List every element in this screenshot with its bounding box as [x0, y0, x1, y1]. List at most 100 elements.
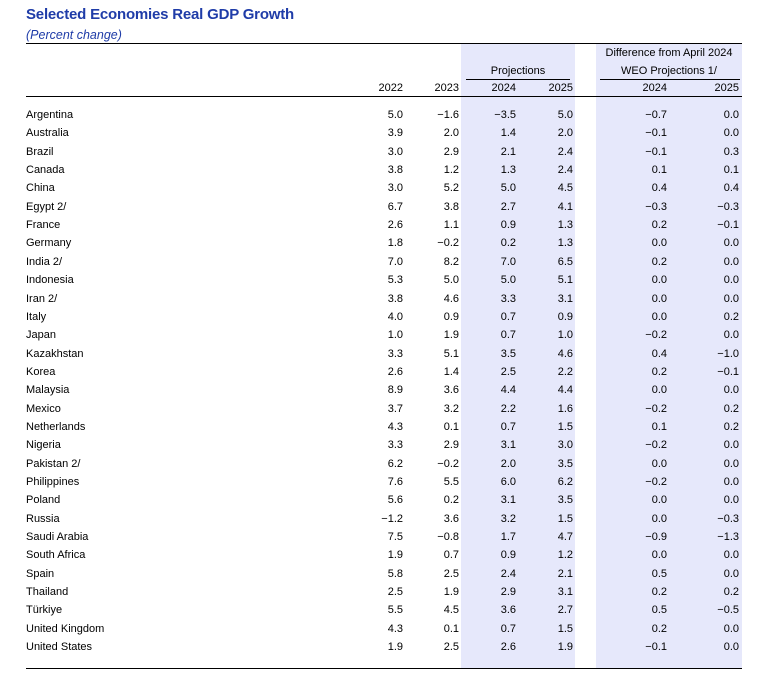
- value-cell: 1.0: [387, 329, 403, 342]
- value-cell: 2.2: [557, 365, 573, 378]
- year-header: 2025: [714, 82, 739, 94]
- value-cell: 3.6: [443, 384, 459, 397]
- value-cell: −0.2: [645, 439, 667, 452]
- projections-underline: [466, 79, 570, 80]
- year-header: 2022: [378, 82, 403, 94]
- value-cell: 7.0: [500, 255, 516, 268]
- value-cell: 0.0: [651, 292, 667, 305]
- value-cell: 0.0: [651, 512, 667, 525]
- value-cell: 4.7: [557, 531, 573, 544]
- value-cell: 1.8: [387, 237, 403, 250]
- year-header: 2023: [434, 82, 459, 94]
- value-cell: 0.0: [723, 255, 739, 268]
- value-cell: 2.6: [387, 365, 403, 378]
- value-cell: 1.5: [557, 420, 573, 433]
- value-cell: −0.1: [717, 365, 739, 378]
- value-cell: 0.2: [651, 219, 667, 232]
- value-cell: 3.2: [443, 402, 459, 415]
- value-cell: 1.4: [443, 365, 459, 378]
- value-cell: 2.0: [557, 127, 573, 140]
- value-cell: 7.0: [387, 255, 403, 268]
- value-cell: 2.5: [443, 567, 459, 580]
- value-cell: 4.1: [557, 200, 573, 213]
- value-cell: 0.0: [651, 457, 667, 470]
- value-cell: 3.1: [500, 494, 516, 507]
- country-name: United Kingdom: [26, 622, 105, 635]
- value-cell: 4.4: [500, 384, 516, 397]
- value-cell: 0.0: [723, 127, 739, 140]
- value-cell: 8.9: [387, 384, 403, 397]
- value-cell: 2.0: [443, 127, 459, 140]
- country-name: South Africa: [26, 549, 86, 562]
- difference-header-line1: Difference from April 2024: [605, 47, 733, 59]
- value-cell: 3.8: [387, 164, 403, 177]
- value-cell: 0.2: [723, 586, 739, 599]
- value-cell: 5.8: [387, 567, 403, 580]
- value-cell: −0.2: [437, 237, 459, 250]
- value-cell: 3.6: [443, 512, 459, 525]
- value-cell: 6.7: [387, 200, 403, 213]
- value-cell: 0.0: [651, 384, 667, 397]
- value-cell: −0.2: [645, 402, 667, 415]
- value-cell: 0.0: [723, 292, 739, 305]
- value-cell: 3.8: [443, 200, 459, 213]
- value-cell: 0.0: [723, 549, 739, 562]
- value-cell: 2.6: [500, 641, 516, 654]
- country-name: Philippines: [26, 476, 80, 488]
- value-cell: 0.0: [723, 329, 739, 342]
- value-cell: 4.4: [557, 384, 573, 397]
- value-cell: 5.3: [387, 274, 403, 287]
- value-cell: 5.2: [443, 182, 459, 195]
- value-cell: 0.1: [651, 420, 667, 433]
- value-cell: 1.3: [557, 219, 573, 232]
- value-cell: −0.7: [645, 109, 667, 121]
- value-cell: 1.2: [557, 549, 573, 562]
- header-rule: [26, 96, 742, 97]
- value-cell: −0.1: [645, 127, 667, 140]
- value-cell: 3.6: [500, 604, 516, 617]
- value-cell: −1.2: [381, 512, 403, 525]
- value-cell: 3.3: [387, 439, 403, 452]
- value-cell: 0.0: [651, 237, 667, 250]
- value-cell: 5.1: [557, 274, 573, 287]
- value-cell: 1.7: [500, 531, 516, 544]
- value-cell: −1.0: [717, 347, 739, 360]
- value-cell: 0.0: [723, 237, 739, 250]
- value-cell: 0.7: [500, 310, 516, 323]
- value-cell: −0.1: [645, 641, 667, 654]
- value-cell: 0.0: [723, 641, 739, 654]
- value-cell: 1.1: [443, 219, 459, 232]
- value-cell: 5.0: [387, 109, 403, 121]
- value-cell: 5.0: [443, 274, 459, 287]
- projections-header: Projections: [490, 65, 546, 77]
- country-name: Kazakhstan: [26, 347, 84, 360]
- value-cell: 2.4: [557, 164, 573, 177]
- value-cell: −0.2: [645, 329, 667, 342]
- value-cell: 5.0: [500, 274, 516, 287]
- value-cell: 0.0: [723, 439, 739, 452]
- value-cell: 0.9: [557, 310, 573, 323]
- value-cell: −3.5: [494, 109, 516, 121]
- value-cell: −0.3: [645, 200, 667, 213]
- value-cell: 6.0: [500, 476, 516, 488]
- country-name: Iran 2/: [26, 292, 58, 305]
- country-name: Nigeria: [26, 439, 61, 452]
- value-cell: 7.5: [387, 531, 403, 544]
- value-cell: 0.4: [651, 347, 667, 360]
- value-cell: 1.9: [443, 586, 459, 599]
- value-cell: 1.4: [500, 127, 516, 140]
- value-cell: 0.2: [723, 310, 739, 323]
- country-name: Korea: [26, 365, 56, 378]
- projections-shading: [461, 44, 575, 669]
- value-cell: 1.9: [387, 641, 403, 654]
- value-cell: 1.9: [443, 329, 459, 342]
- value-cell: 2.9: [443, 145, 459, 158]
- country-name: Egypt 2/: [26, 200, 67, 213]
- value-cell: 5.5: [443, 476, 459, 488]
- value-cell: 0.9: [500, 549, 516, 562]
- value-cell: 2.2: [500, 402, 516, 415]
- value-cell: 0.0: [723, 567, 739, 580]
- value-cell: 4.5: [557, 182, 573, 195]
- country-name: Brazil: [26, 145, 54, 158]
- value-cell: 0.7: [500, 329, 516, 342]
